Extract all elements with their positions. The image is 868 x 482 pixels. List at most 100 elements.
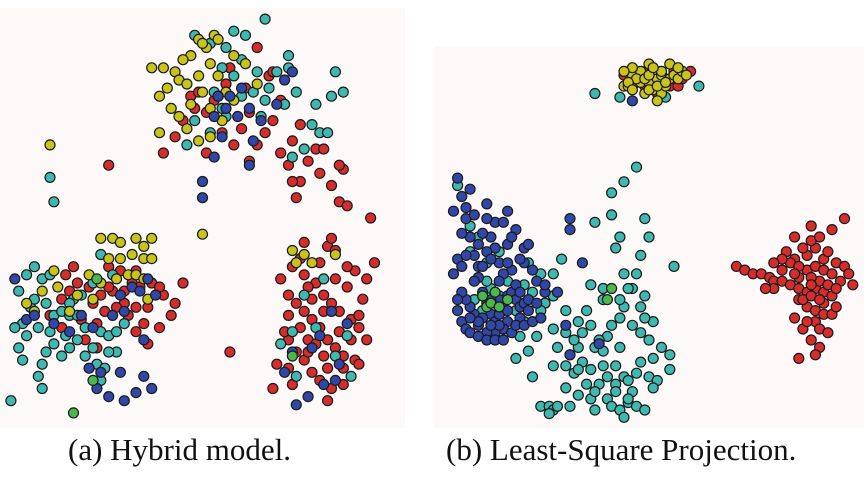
scatter-point-yellow <box>36 285 48 297</box>
scatter-point-blue <box>560 319 572 331</box>
scatter-point-red <box>71 277 84 289</box>
scatter-point-red <box>341 200 353 212</box>
scatter-point-yellow <box>95 232 107 244</box>
scatter-point-red <box>793 352 805 364</box>
scatter-point-red <box>267 382 279 395</box>
scatter-point-red <box>275 147 287 159</box>
scatter-point-cyan <box>290 370 302 382</box>
scatter-point-cyan <box>610 242 622 254</box>
scatter-point-cyan <box>32 370 44 382</box>
scatter-point-yellow <box>130 232 142 244</box>
scatter-point-yellow <box>298 248 310 261</box>
scatter-point-cyan <box>614 294 626 306</box>
scatter-point-yellow <box>306 257 318 269</box>
scatter-point-red <box>797 242 809 254</box>
scatter-point-cyan <box>589 386 601 398</box>
scatter-point-yellow <box>146 253 158 265</box>
scatter-point-cyan <box>601 371 613 383</box>
scatter-point-red <box>843 268 855 280</box>
scatter-point-cyan <box>298 143 310 155</box>
scatter-point-cyan <box>664 349 676 361</box>
scatter-point-blue <box>243 159 255 171</box>
scatter-point-yellow <box>196 37 209 50</box>
scatter-point-cyan <box>63 342 76 354</box>
scatter-point-red <box>275 273 287 285</box>
scatter-point-blue <box>306 342 318 354</box>
scatter-point-blue <box>460 249 472 261</box>
scatter-point-blue <box>497 216 510 228</box>
scatter-point-blue <box>476 227 489 239</box>
scatter-point-blue <box>75 309 87 321</box>
scatter-point-cyan <box>560 305 572 317</box>
scatter-point-cyan <box>585 363 597 376</box>
scatter-point-blue <box>28 309 41 321</box>
scatter-point-blue <box>286 66 298 78</box>
scatter-point-cyan <box>589 404 601 416</box>
scatter-point-cyan <box>547 268 559 280</box>
scatter-point-cyan <box>630 268 643 280</box>
scatter-point-blue <box>464 312 476 324</box>
scatter-point-cyan <box>118 318 130 330</box>
scatter-point-cyan <box>44 171 56 183</box>
scatter-point-red <box>341 281 353 293</box>
scatter-point-cyan <box>322 127 334 139</box>
scatter-point-yellow <box>672 62 684 74</box>
scatter-point-yellow <box>157 62 169 74</box>
scatter-point-yellow <box>181 123 193 135</box>
scatter-point-cyan <box>551 400 564 412</box>
scatter-point-cyan <box>547 323 559 335</box>
scatter-point-red <box>290 192 302 204</box>
scatter-point-red <box>353 322 365 334</box>
scatter-point-cyan <box>693 80 705 92</box>
scatter-point-blue <box>232 110 244 123</box>
scatter-point-blue <box>447 268 460 280</box>
scatter-point-yellow <box>153 127 166 139</box>
scatter-point-red <box>169 297 181 309</box>
scatter-point-yellow <box>146 232 158 244</box>
scatter-point-blue <box>456 190 468 203</box>
scatter-point-red <box>361 334 373 346</box>
scatter-point-yellow <box>63 305 76 317</box>
scatter-point-blue <box>247 135 259 147</box>
scatter-point-cyan <box>228 25 240 37</box>
scatter-point-red <box>138 318 150 330</box>
scatter-point-red <box>130 301 142 313</box>
scatter-point-cyan <box>643 334 655 346</box>
scatter-point-red <box>809 349 821 361</box>
scatter-point-cyan <box>606 319 618 331</box>
scatter-point-cyan <box>589 87 601 100</box>
scatter-point-blue <box>593 338 605 350</box>
scatter-plot-b <box>447 58 859 423</box>
caption-a: (a) Hybrid model. <box>68 432 291 467</box>
scatter-point-yellow <box>138 240 150 252</box>
scatter-point-yellow <box>228 49 240 62</box>
scatter-point-blue <box>481 198 493 210</box>
scatter-point-blue <box>452 294 464 306</box>
scatter-point-cyan <box>585 279 597 291</box>
scatter-point-blue <box>9 273 21 285</box>
scatter-point-red <box>830 301 842 313</box>
scatter-point-cyan <box>572 316 584 328</box>
scatter-point-blue <box>106 309 119 321</box>
scatter-point-yellow <box>651 95 663 107</box>
scatter-point-green <box>606 282 618 295</box>
scatter-point-red <box>271 358 283 370</box>
scatter-point-blue <box>95 366 107 378</box>
scatter-point-blue <box>493 275 505 287</box>
scatter-point-cyan <box>329 66 341 78</box>
scatter-point-cyan <box>526 371 539 383</box>
scatter-point-cyan <box>622 393 634 405</box>
scatter-point-blue <box>118 395 130 407</box>
scatter-point-red <box>822 327 834 339</box>
scatter-point-red <box>298 236 310 248</box>
scatter-point-red <box>259 127 271 139</box>
scatter-point-yellow <box>177 54 189 66</box>
scatter-point-blue <box>279 366 291 378</box>
scatter-point-yellow <box>185 98 197 110</box>
scatter-point-red <box>298 269 310 281</box>
scatter-point-cyan <box>639 404 651 416</box>
scatter-point-cyan <box>576 327 588 339</box>
scatter-point-cyan <box>286 326 298 338</box>
scatter-point-cyan <box>17 354 29 366</box>
scatter-point-cyan <box>555 253 568 265</box>
